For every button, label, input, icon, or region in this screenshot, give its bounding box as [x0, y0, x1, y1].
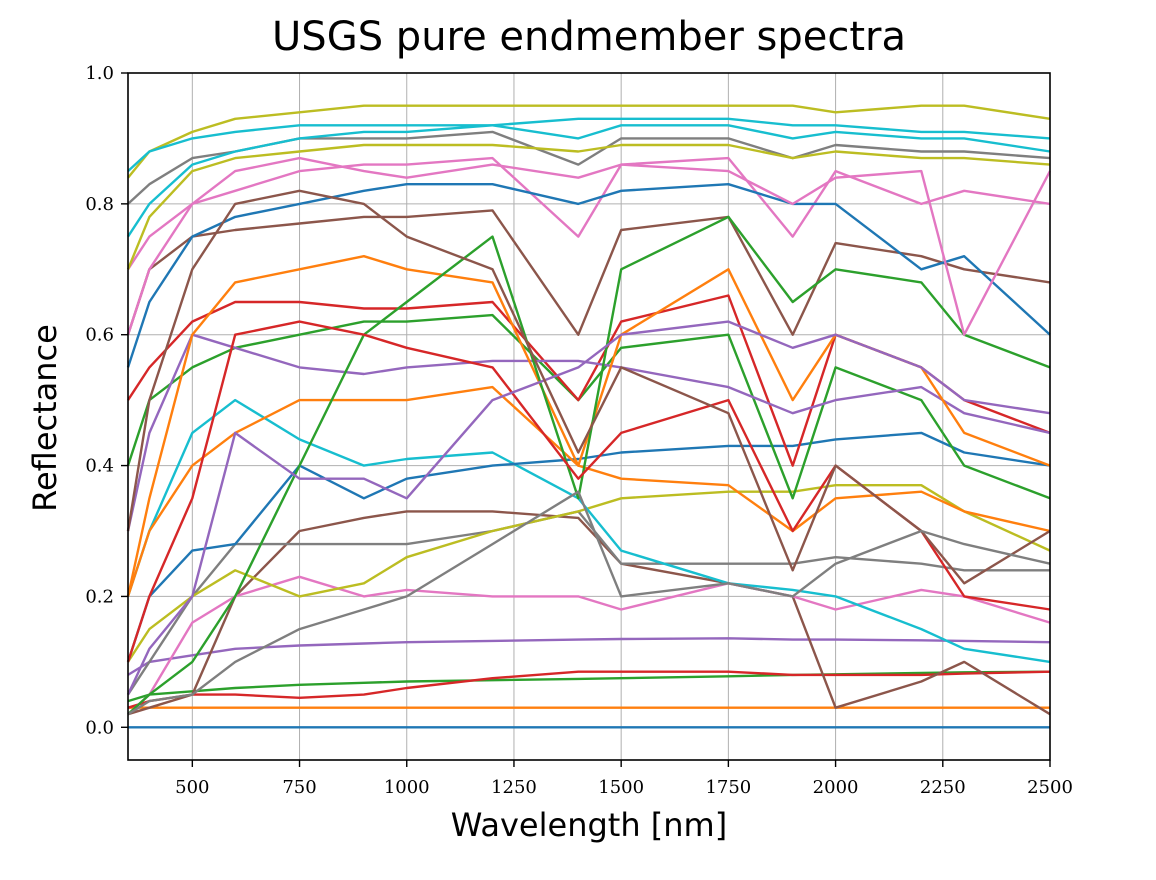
series-line	[127, 490, 1051, 716]
y-tick-label: 0.0	[85, 717, 114, 738]
series-line	[126, 510, 1050, 696]
series-line	[127, 510, 1051, 716]
series-line	[126, 189, 1051, 585]
series-line	[127, 670, 1051, 709]
y-tick-label: 1.0	[85, 63, 114, 84]
x-tick-label: 1250	[491, 777, 537, 798]
x-tick-label: 1750	[705, 777, 751, 798]
series-line	[126, 320, 1051, 696]
series-line	[126, 313, 1051, 500]
series-line	[127, 104, 1051, 179]
series-line	[126, 431, 1051, 663]
x-tick-label: 500	[175, 777, 209, 798]
x-tick-label: 1500	[598, 777, 644, 798]
series-line	[126, 156, 1052, 336]
series-line	[127, 670, 1051, 703]
y-tick-label: 0.8	[85, 194, 114, 215]
series-line	[126, 156, 1051, 270]
series-line	[126, 484, 1051, 663]
chart-title: USGS pure endmember spectra	[272, 14, 906, 60]
series-line	[127, 637, 1051, 676]
series-lines	[126, 104, 1052, 729]
series-line	[126, 209, 1051, 336]
x-tick-label: 2250	[920, 777, 966, 798]
series-line	[127, 215, 1051, 716]
series-line	[127, 124, 1051, 172]
y-tick-label: 0.6	[85, 325, 114, 346]
x-tick-label: 750	[282, 777, 316, 798]
series-line	[127, 575, 1051, 716]
series-line	[126, 143, 1051, 270]
x-tick-label: 2000	[813, 777, 859, 798]
series-line	[127, 130, 1051, 205]
x-tick-label: 1000	[384, 777, 430, 798]
series-line	[126, 385, 1051, 597]
x-tick-label: 2500	[1027, 777, 1073, 798]
series-line	[126, 182, 1051, 368]
ticks: 500 750 1000 1250 1500 1750 2000 2250 2500 0.0 0.2…	[85, 63, 1073, 798]
y-tick-label: 0.2	[85, 586, 114, 607]
series-line	[126, 117, 1051, 238]
y-tick-label: 0.4	[85, 456, 114, 477]
x-axis-label: Wavelength [nm]	[450, 806, 728, 844]
plot-frame	[127, 72, 1051, 761]
